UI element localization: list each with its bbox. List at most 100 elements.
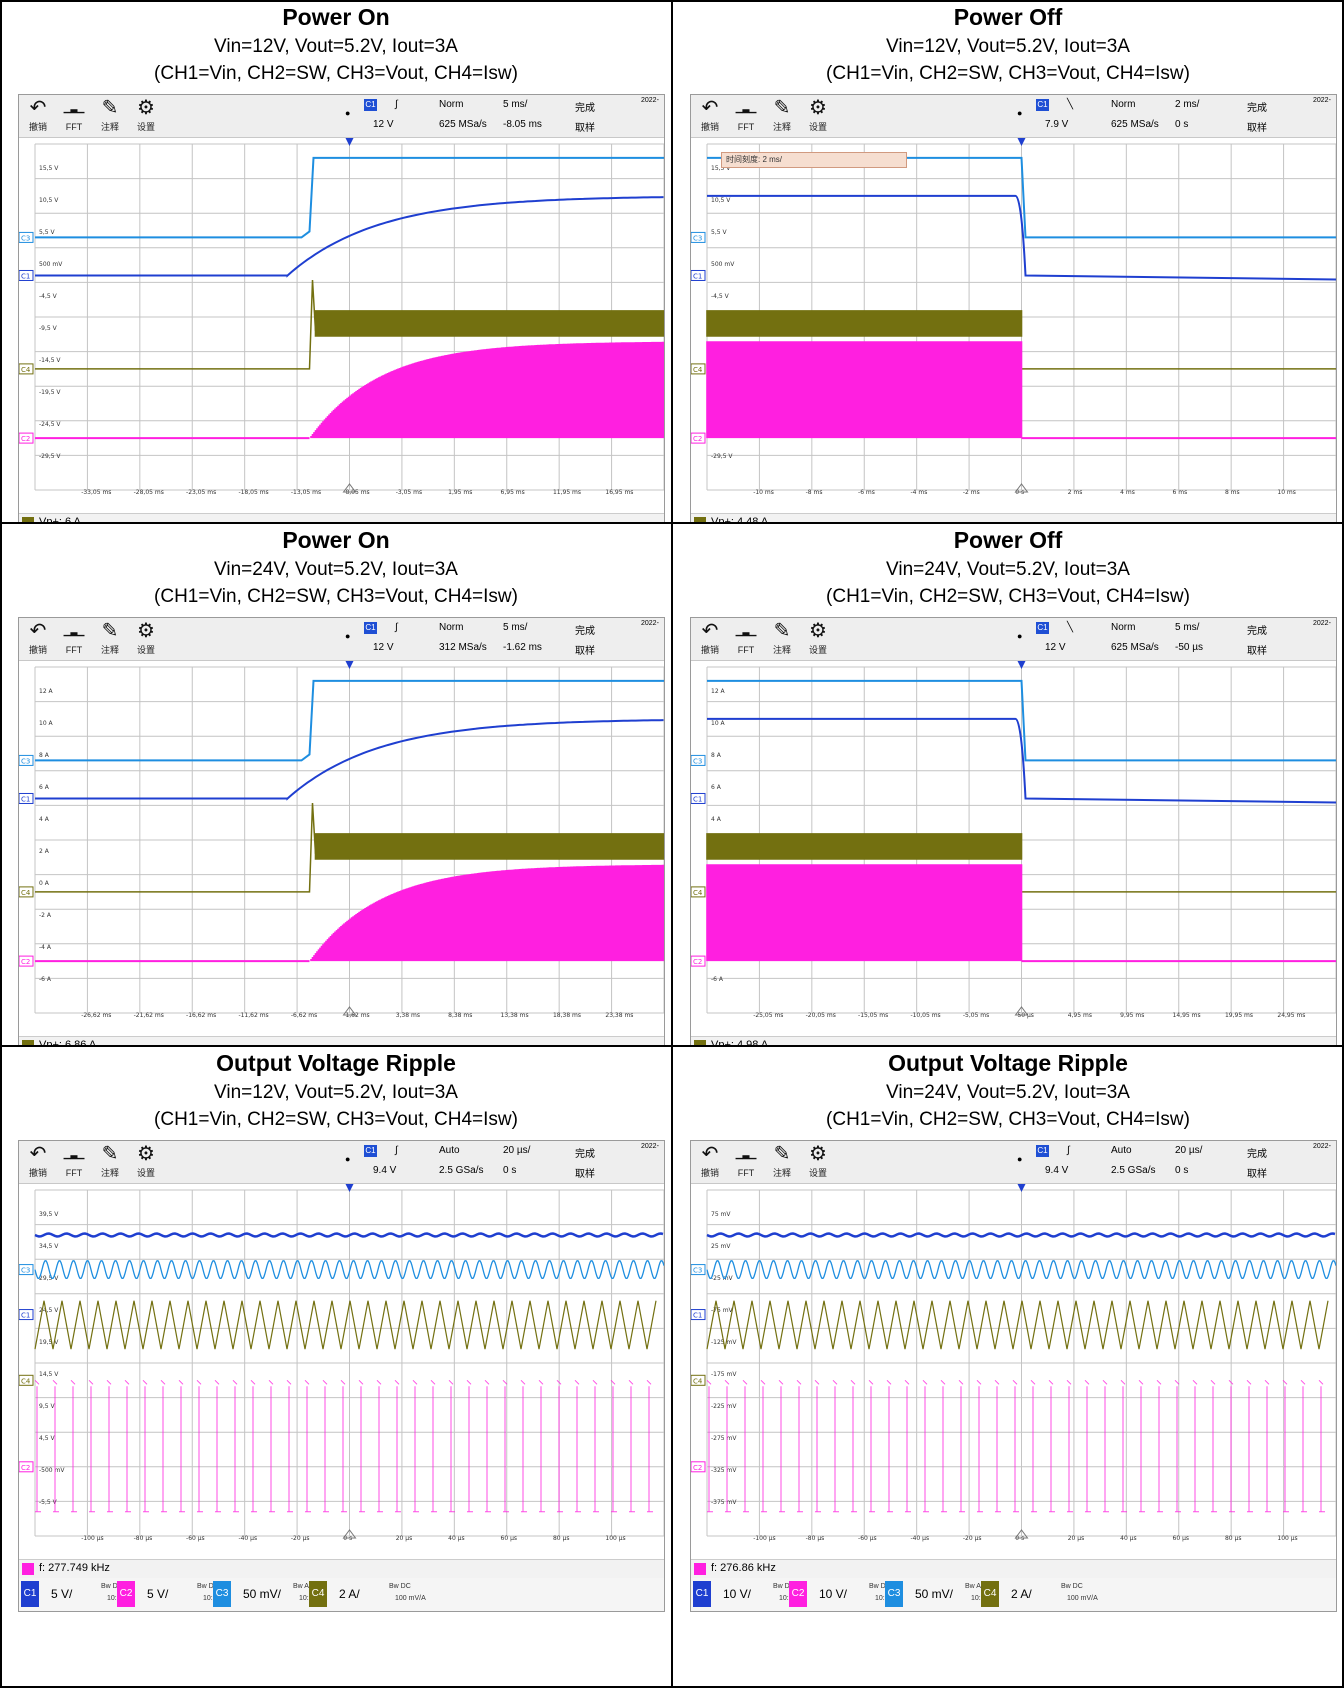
- ch2-sw-burst: [310, 864, 665, 962]
- annotate-button[interactable]: ✎ 注释: [765, 95, 799, 137]
- channel-2-settings[interactable]: C2 10 V/Bw DC 10:1: [789, 1581, 891, 1607]
- channel-offset-marker: [690, 432, 706, 444]
- fft-button[interactable]: ▁▃▁ FFT: [57, 1141, 91, 1183]
- trigger-level[interactable]: 12 V: [373, 119, 394, 130]
- timebase[interactable]: 2 ms/: [1175, 99, 1200, 110]
- measurement-value: Vp+: 4.48 A: [711, 516, 769, 523]
- ch2-sw-burst: [706, 341, 1023, 439]
- ch4-isw-burst: [314, 833, 665, 860]
- fft-button[interactable]: ▁▃▁ FFT: [729, 95, 763, 137]
- time-offset[interactable]: 0 s: [503, 1165, 517, 1176]
- fft-button[interactable]: ▁▃▁ FFT: [729, 1141, 763, 1183]
- trigger-level[interactable]: 7.9 V: [1045, 119, 1069, 130]
- channel-1-settings[interactable]: C1 10 V/Bw DC 10:1: [693, 1581, 795, 1607]
- timebase[interactable]: 5 ms/: [503, 622, 528, 633]
- oscilloscope-screenshot: ↶ 撤销 ▁▃▁ FFT ✎ 注释 ⚙ 设置 ● C1 ∫ Auto 20 µs/9.4 V 2.5 GS…: [18, 1140, 665, 1612]
- trigger-mode[interactable]: Auto: [1111, 1145, 1132, 1156]
- channel-4-settings[interactable]: C4 2 A/Bw DC 100 mV/A: [309, 1581, 426, 1607]
- undo-icon: ↶: [29, 620, 47, 642]
- sample-rate[interactable]: 625 MSa/s: [1111, 119, 1159, 130]
- time-offset[interactable]: 0 s: [1175, 1165, 1189, 1176]
- channel-3-settings[interactable]: C3 50 mV/Bw AC 10:1: [885, 1581, 986, 1607]
- undo-button[interactable]: ↶ 撤销: [21, 1141, 55, 1183]
- acquire-mode: 取样: [1247, 646, 1267, 657]
- x-tick-label: 1,95 ms: [448, 489, 472, 496]
- channel-offset-label: C3: [21, 1267, 30, 1275]
- trigger-level[interactable]: 9.4 V: [1045, 1165, 1069, 1176]
- panel-channel-legend: (CH1=Vin, CH2=SW, CH3=Vout, CH4=Isw): [154, 63, 518, 84]
- fft-icon: ▁▃▁: [735, 103, 757, 113]
- annotate-button[interactable]: ✎ 注释: [765, 618, 799, 660]
- time-offset[interactable]: 0 s: [1175, 119, 1189, 130]
- trigger-source-badge: C1: [1036, 99, 1049, 111]
- annotate-button[interactable]: ✎ 注释: [93, 618, 127, 660]
- settings-button[interactable]: ⚙ 设置: [801, 618, 835, 660]
- undo-button[interactable]: ↶ 撤销: [693, 1141, 727, 1183]
- fft-button[interactable]: ▁▃▁ FFT: [729, 618, 763, 660]
- timebase[interactable]: 20 µs/: [1175, 1145, 1203, 1156]
- channel-coupling: Bw DC: [869, 1583, 891, 1590]
- y-level-label: 15,5 V: [711, 165, 731, 172]
- y-level-label: -375 mV: [711, 1499, 737, 1506]
- undo-button[interactable]: ↶ 撤销: [21, 618, 55, 660]
- settings-button[interactable]: ⚙ 设置: [801, 1141, 835, 1183]
- timebase[interactable]: 5 ms/: [1175, 622, 1200, 633]
- y-level-label: 0 A: [39, 880, 50, 887]
- channel-offset-marker: [690, 886, 706, 898]
- timebase[interactable]: 5 ms/: [503, 99, 528, 110]
- trigger-level[interactable]: 12 V: [1045, 642, 1066, 653]
- fft-button[interactable]: ▁▃▁ FFT: [57, 95, 91, 137]
- measurement-value: Vp+: 4.98 A: [711, 1039, 769, 1046]
- sample-rate[interactable]: 625 MSa/s: [439, 119, 487, 130]
- ch2-sw-burst: [706, 864, 1023, 962]
- acquire-mode: 取样: [1247, 123, 1267, 134]
- channel-3-settings[interactable]: C3 50 mV/Bw AC 10:1: [213, 1581, 314, 1607]
- channel-offset-marker: [690, 363, 706, 375]
- annotate-button[interactable]: ✎ 注释: [93, 95, 127, 137]
- time-offset[interactable]: -1.62 ms: [503, 642, 542, 653]
- settings-button[interactable]: ⚙ 设置: [129, 618, 163, 660]
- x-tick-label: -26,62 ms: [81, 1012, 111, 1019]
- channel-1-settings[interactable]: C1 5 V/Bw DC 10:1: [21, 1581, 123, 1607]
- trigger-edge-icon: ∫: [1067, 1145, 1070, 1156]
- trigger-level[interactable]: 12 V: [373, 642, 394, 653]
- trigger-level[interactable]: 9.4 V: [373, 1165, 397, 1176]
- channel-2-settings[interactable]: C2 5 V/Bw DC 10:1: [117, 1581, 219, 1607]
- x-tick-label: -18,05 ms: [238, 489, 268, 496]
- x-tick-label: 18,38 ms: [553, 1012, 581, 1019]
- trigger-mode[interactable]: Norm: [439, 622, 464, 633]
- channel-coupling: Bw DC: [773, 1583, 795, 1590]
- y-level-label: 19,5 V: [39, 1339, 59, 1346]
- settings-button[interactable]: ⚙ 设置: [801, 95, 835, 137]
- annotate-button[interactable]: ✎ 注释: [93, 1141, 127, 1183]
- settings-button[interactable]: ⚙ 设置: [129, 1141, 163, 1183]
- sample-rate[interactable]: 2.5 GSa/s: [439, 1165, 484, 1176]
- trigger-mode[interactable]: Norm: [1111, 622, 1136, 633]
- annotate-button[interactable]: ✎ 注释: [765, 1141, 799, 1183]
- trigger-mode[interactable]: Norm: [1111, 99, 1136, 110]
- undo-button[interactable]: ↶ 撤销: [693, 618, 727, 660]
- undo-button[interactable]: ↶ 撤销: [21, 95, 55, 137]
- timebase[interactable]: 20 µs/: [503, 1145, 531, 1156]
- sample-rate[interactable]: 625 MSa/s: [1111, 642, 1159, 653]
- time-offset[interactable]: -50 µs: [1175, 642, 1203, 653]
- channel-4-settings[interactable]: C4 2 A/Bw DC 100 mV/A: [981, 1581, 1098, 1607]
- sample-rate[interactable]: 2.5 GSa/s: [1111, 1165, 1156, 1176]
- fft-button[interactable]: ▁▃▁ FFT: [57, 618, 91, 660]
- channel-offset-label: C1: [21, 795, 30, 803]
- time-offset[interactable]: -8.05 ms: [503, 119, 542, 130]
- y-level-label: 4 A: [711, 816, 722, 823]
- toolbar-label: 设置: [136, 1168, 155, 1178]
- y-level-label: 12 A: [39, 688, 54, 695]
- toolbar-label: 设置: [136, 645, 155, 655]
- waveform-chart: 12 A10 A8 A6 A4 A2 A0 A-2 A-4 A-6 A-25,0…: [690, 661, 1337, 1019]
- trigger-mode[interactable]: Norm: [439, 99, 464, 110]
- trigger-mode[interactable]: Auto: [439, 1145, 460, 1156]
- settings-button[interactable]: ⚙ 设置: [129, 95, 163, 137]
- sample-rate[interactable]: 312 MSa/s: [439, 642, 487, 653]
- x-tick-label: -6,62 ms: [291, 1012, 317, 1019]
- channel-offset-label: C1: [21, 1312, 30, 1320]
- undo-button[interactable]: ↶ 撤销: [693, 95, 727, 137]
